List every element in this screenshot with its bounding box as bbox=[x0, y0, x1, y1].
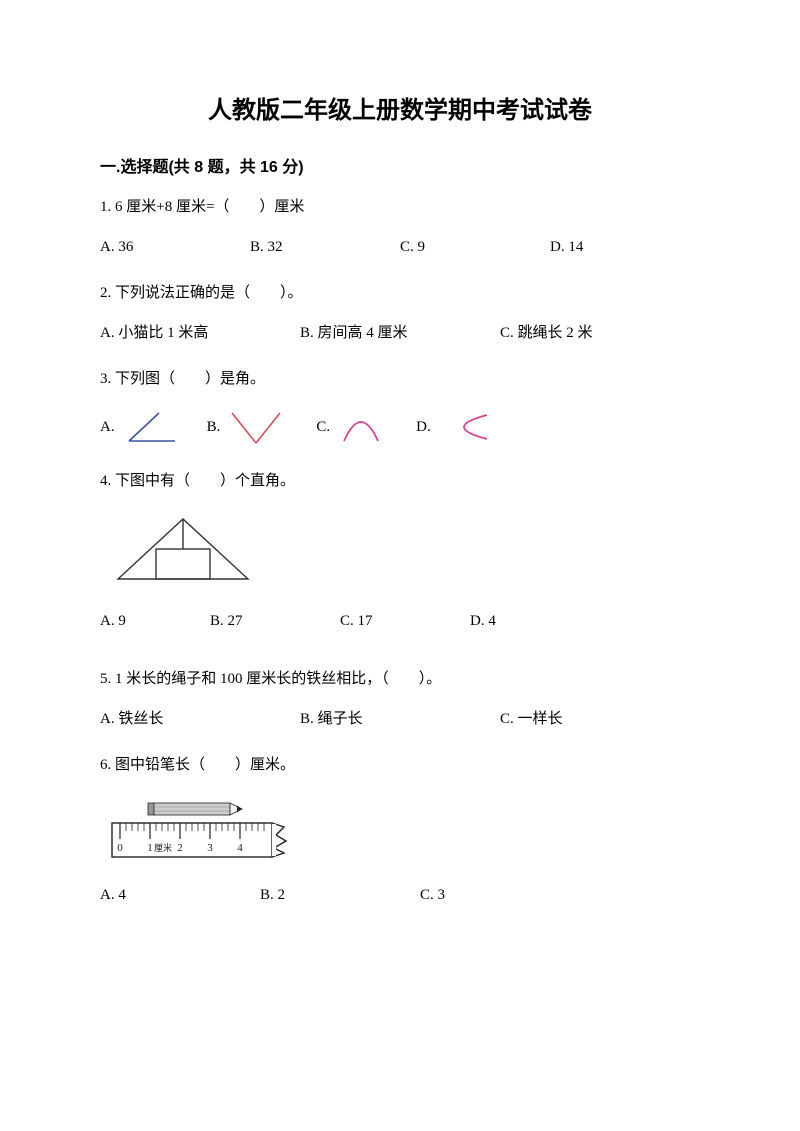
q4-options: A. 9 B. 27 C. 17 D. 4 bbox=[100, 609, 700, 633]
ruler-label-3: 3 bbox=[207, 842, 213, 854]
q2-optB: B. 房间高 4 厘米 bbox=[300, 321, 500, 345]
q4-optC: C. 17 bbox=[340, 609, 470, 633]
q3-optA-wrap: A. bbox=[100, 407, 177, 447]
q2-optA: A. 小猫比 1 米高 bbox=[100, 321, 300, 345]
q6-optC: C. 3 bbox=[420, 883, 700, 907]
ruler-label-2: 2 bbox=[177, 842, 183, 854]
q4-optB: B. 27 bbox=[210, 609, 340, 633]
angle-icon bbox=[121, 407, 177, 447]
q6-options: A. 4 B. 2 C. 3 bbox=[100, 883, 700, 907]
q5-optA: A. 铁丝长 bbox=[100, 707, 300, 731]
q3-options: A. B. C. D. bbox=[100, 407, 700, 447]
q3-optA-label: A. bbox=[100, 419, 115, 436]
arc2-icon bbox=[437, 407, 493, 447]
q3-optC-label: C. bbox=[316, 419, 330, 436]
q4-optA: A. 9 bbox=[100, 609, 210, 633]
q5-optC: C. 一样长 bbox=[500, 707, 700, 731]
q3-optD-wrap: D. bbox=[416, 407, 493, 447]
ruler-unit-label: 厘米 bbox=[154, 842, 172, 853]
q5-options: A. 铁丝长 B. 绳子长 C. 一样长 bbox=[100, 707, 700, 731]
q3-text: 3. 下列图（ ）是角。 bbox=[100, 367, 700, 391]
inner-rect bbox=[156, 549, 210, 579]
q4-figure bbox=[108, 509, 700, 589]
q2-text: 2. 下列说法正确的是（ ）。 bbox=[100, 281, 700, 305]
q5-text: 5. 1 米长的绳子和 100 厘米长的铁丝相比，（ ）。 bbox=[100, 667, 700, 691]
arc2-path bbox=[464, 415, 487, 439]
ruler-label-1: 1 bbox=[147, 842, 153, 854]
ruler-edge-mask bbox=[272, 824, 276, 856]
q3-optB-label: B. bbox=[207, 419, 221, 436]
q1-text: 1. 6 厘米+8 厘米=（ ）厘米 bbox=[100, 195, 700, 219]
angle-line1 bbox=[129, 413, 159, 441]
q6-optA: A. 4 bbox=[100, 883, 260, 907]
ruler-label-0: 0 bbox=[117, 842, 123, 854]
q6-figure: 0 1 2 3 4 厘米 bbox=[108, 793, 700, 863]
q6-optB: B. 2 bbox=[260, 883, 420, 907]
pencil-lead bbox=[237, 806, 242, 813]
q2-optC: C. 跳绳长 2 米 bbox=[500, 321, 700, 345]
triangle-figure-icon bbox=[108, 509, 258, 589]
vline2 bbox=[256, 413, 280, 443]
q2-options: A. 小猫比 1 米高 B. 房间高 4 厘米 C. 跳绳长 2 米 bbox=[100, 321, 700, 345]
section-1-header: 一.选择题(共 8 题，共 16 分) bbox=[100, 153, 700, 177]
q4-optD: D. 4 bbox=[470, 609, 700, 633]
q1-optA: A. 36 bbox=[100, 235, 250, 259]
q4-text: 4. 下图中有（ ）个直角。 bbox=[100, 469, 700, 493]
vline1 bbox=[232, 413, 256, 443]
ruler-label-4: 4 bbox=[237, 842, 243, 854]
q1-optB: B. 32 bbox=[250, 235, 400, 259]
pencil-body bbox=[154, 803, 230, 815]
q5-optB: B. 绳子长 bbox=[300, 707, 500, 731]
q3-optB-wrap: B. bbox=[207, 407, 287, 447]
arc1-icon bbox=[336, 407, 386, 447]
q6-text: 6. 图中铅笔长（ ）厘米。 bbox=[100, 753, 700, 777]
v-shape-icon bbox=[226, 407, 286, 447]
arc1-path bbox=[344, 422, 378, 441]
q3-optC-wrap: C. bbox=[316, 407, 386, 447]
q1-options: A. 36 B. 32 C. 9 D. 14 bbox=[100, 235, 700, 259]
page-title: 人教版二年级上册数学期中考试试卷 bbox=[100, 90, 700, 125]
ruler-pencil-icon: 0 1 2 3 4 厘米 bbox=[108, 793, 288, 863]
exam-page: 人教版二年级上册数学期中考试试卷 一.选择题(共 8 题，共 16 分) 1. … bbox=[0, 0, 800, 989]
q1-optC: C. 9 bbox=[400, 235, 550, 259]
q3-optD-label: D. bbox=[416, 419, 431, 436]
q1-optD: D. 14 bbox=[550, 235, 700, 259]
pencil-cap bbox=[148, 803, 154, 815]
